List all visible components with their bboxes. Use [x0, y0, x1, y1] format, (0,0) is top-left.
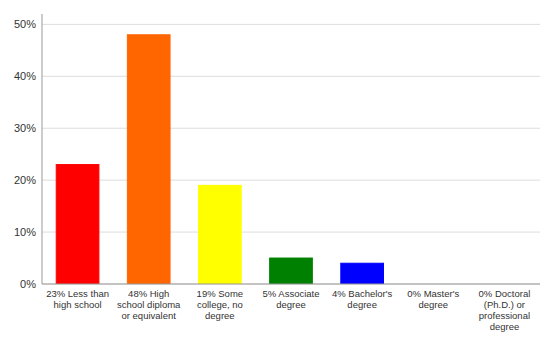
grid-line	[42, 24, 540, 25]
bar	[199, 185, 242, 284]
x-tick-label: 48% Highschool diplomaor equivalent	[117, 288, 181, 321]
y-tick-label: 50%	[14, 18, 36, 30]
y-tick-label: 30%	[14, 122, 36, 134]
bar	[341, 263, 384, 284]
grid	[42, 24, 540, 284]
chart-svg: 0% 10% 20% 30% 40% 50% 23% Less thanhigh schoo…	[0, 0, 550, 350]
x-tick-label: 19% Somecollege, nodegree	[197, 288, 243, 321]
y-tick-label: 10%	[14, 226, 36, 238]
x-tick-label: 23% Less thanhigh school	[46, 288, 109, 310]
grid-line	[42, 284, 540, 285]
x-axis-line	[42, 284, 540, 285]
y-tick-label: 0%	[20, 278, 36, 290]
y-axis-line	[42, 14, 43, 284]
y-tick-label: 20%	[14, 174, 36, 186]
x-tick-label: 4% Bachelor'sdegree	[332, 288, 393, 310]
grid-line	[42, 180, 540, 181]
grid-line	[42, 76, 540, 77]
x-tick-label: 0% Doctoral(Ph.D.) orprofessionaldegree	[479, 288, 531, 332]
bar	[127, 35, 170, 284]
x-tick-label: 5% Associatedegree	[262, 288, 319, 310]
y-tick-label: 40%	[14, 70, 36, 82]
grid-line	[42, 232, 540, 233]
bar	[56, 165, 99, 284]
grid-line	[42, 128, 540, 129]
bar	[270, 258, 313, 284]
x-tick-label: 0% Master'sdegree	[407, 288, 459, 310]
bars	[56, 35, 383, 284]
chart-container: 0% 10% 20% 30% 40% 50% 23% Less thanhigh schoo…	[0, 0, 550, 350]
